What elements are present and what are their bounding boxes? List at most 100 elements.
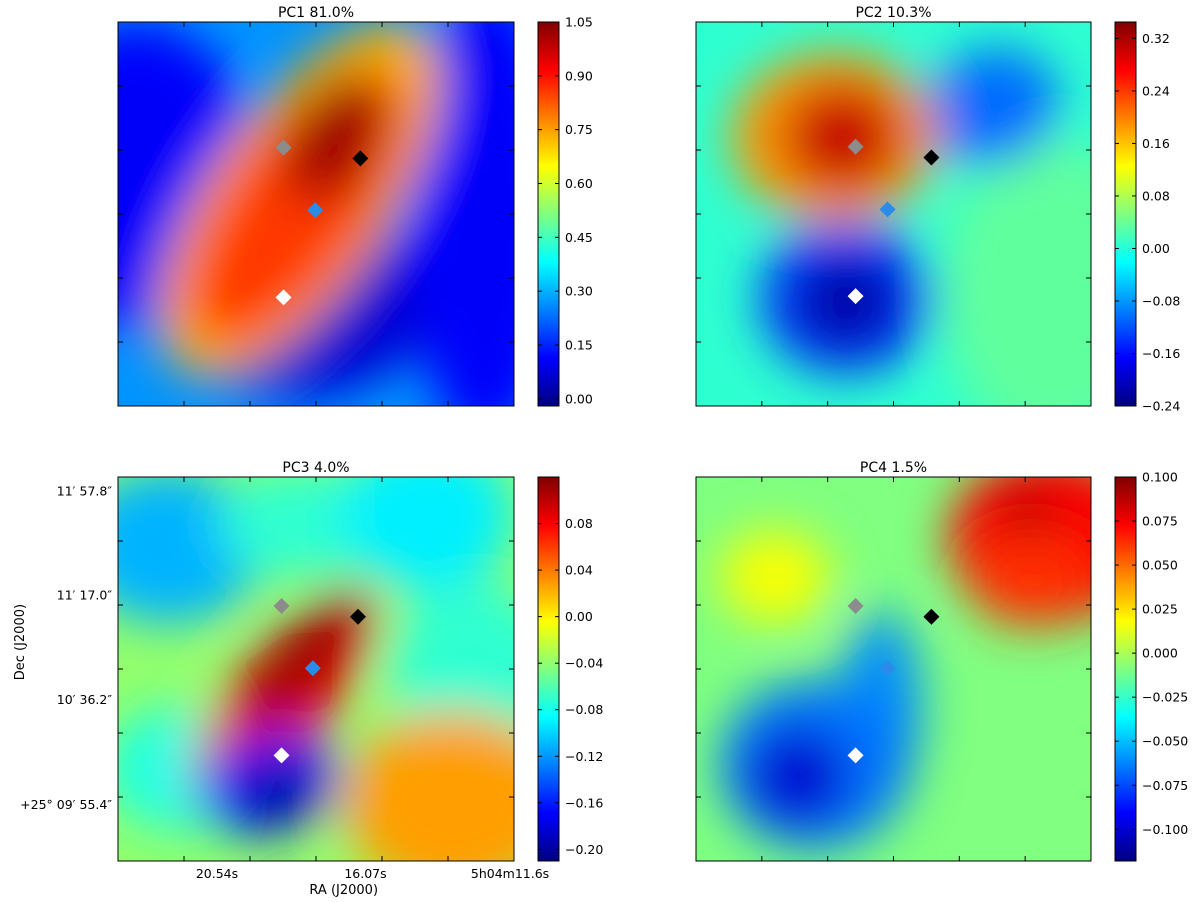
colorbar-tick-label: −0.08 (1142, 293, 1180, 308)
heatmap-blob (387, 584, 514, 754)
colorbar-tick-label: 0.100 (1142, 470, 1178, 485)
x-tick-label: 16.07s (344, 866, 386, 881)
heatmap-field (696, 477, 1091, 861)
markers (847, 138, 940, 305)
heatmap-blob (343, 711, 514, 861)
marker-blue (307, 202, 324, 219)
axis-ticks (696, 477, 1091, 861)
heatmap-blob (1004, 488, 1052, 535)
colorbar-tick-label: 0.75 (565, 122, 593, 137)
colorbar-gradient (537, 476, 560, 862)
colorbar-gradient (1114, 21, 1137, 407)
colorbar: 0.32 0.24 0.16 0.08 0.00 −0.08 −0.16 −0.24 (1114, 21, 1180, 414)
marker-white (847, 747, 864, 764)
marker-gray (847, 598, 864, 615)
colorbar: 0.08 0.04 0.00 −0.04 −0.08 −0.12 −0.16 −0.20 (537, 476, 603, 862)
heatmap-blob (926, 47, 1059, 166)
colorbar-tick-label: 0.025 (1142, 602, 1178, 617)
panel-title: PC4 1.5% (860, 460, 927, 476)
heatmap-blob (940, 137, 1091, 406)
colorbar-tick-label: 0.08 (1142, 188, 1170, 203)
heatmap-field (696, 22, 1091, 406)
marker-blue (304, 660, 321, 677)
heatmap-blob (782, 83, 902, 191)
panel-4: PC4 1.5% 0.100 0.075 0.050 0.025 0.000 −0.025 −… (695, 460, 1188, 862)
colorbar-tick-label: 0.00 (565, 391, 593, 406)
colorbar-tick-label: 0.30 (565, 284, 593, 299)
markers (847, 598, 940, 764)
colorbar: 1.05 0.90 0.75 0.60 0.45 0.30 0.15 0.00 (537, 15, 593, 407)
colorbar-tick-label: 0.050 (1142, 558, 1178, 573)
colorbar-tick-label: −0.16 (565, 795, 603, 810)
marker-gray (847, 138, 864, 155)
y-tick-label: 11′ 57.8″ (57, 483, 113, 498)
heatmap-blob (242, 586, 366, 729)
colorbar-tick-label: 0.32 (1142, 31, 1170, 46)
colorbar-tick-label: −0.04 (565, 656, 603, 671)
heatmap-field (118, 22, 514, 406)
markers (275, 139, 369, 306)
marker-black (349, 608, 366, 625)
x-axis-label: RA (J2000) (309, 883, 378, 898)
colorbar-tick-label: −0.08 (565, 702, 603, 717)
y-tick-label: 11′ 17.0″ (57, 587, 113, 602)
marker-white (273, 747, 290, 764)
heatmap-blob (284, 73, 387, 201)
colorbar-tick-label: 0.08 (565, 516, 593, 531)
heatmap-blob (339, 477, 514, 593)
heatmap-blob (407, 22, 514, 406)
x-tick-label: 5h04m11.6s (471, 866, 549, 881)
colorbar-tick-label: −0.025 (1142, 690, 1188, 705)
marker-white (847, 288, 864, 305)
marker-black (352, 150, 369, 167)
axis-ticks (118, 477, 514, 861)
colorbar-tick-label: 0.04 (565, 563, 593, 578)
colorbar-tick-label: −0.100 (1142, 822, 1188, 837)
y-axis-label: Dec (J2000) (13, 604, 28, 680)
heatmap-blob (968, 534, 1091, 627)
heatmap-blob (240, 761, 313, 823)
colorbar-tick-label: 0.075 (1142, 514, 1178, 529)
colorbar-tick-label: 0.16 (1142, 136, 1170, 151)
colorbar-gradient (537, 21, 560, 407)
axis-ticks (696, 22, 1091, 406)
marker-blue (879, 201, 896, 218)
panel-1: PC1 81.0% 1.05 0.90 0.75 0.60 0.45 0.30 0.15 0.0… (117, 5, 593, 407)
panel-title: PC3 4.0% (282, 460, 349, 476)
colorbar-tick-label: 0.60 (565, 176, 593, 191)
marker-black (923, 608, 940, 625)
marker-black (923, 149, 940, 166)
heatmap-field (118, 477, 514, 861)
colorbar-tick-label: 0.00 (565, 609, 593, 624)
colorbar-tick-label: −0.12 (565, 749, 603, 764)
panel-3: PC3 4.0% 0.08 0.04 0.00 −0.04 −0.08 −0.12 −0.16… (117, 460, 603, 862)
colorbar-tick-label: −0.20 (565, 842, 603, 857)
colorbar-tick-label: −0.16 (1142, 346, 1180, 361)
panel-title: PC1 81.0% (278, 5, 354, 21)
y-tick-label: 10′ 36.2″ (57, 692, 113, 707)
panel-title: PC2 10.3% (855, 5, 931, 21)
colorbar-tick-label: −0.075 (1142, 778, 1188, 793)
x-tick-label: 20.54s (196, 866, 238, 881)
colorbar-tick-label: 1.05 (565, 15, 593, 30)
colorbar-tick-label: −0.24 (1142, 399, 1180, 414)
marker-blue (879, 660, 896, 677)
colorbar-tick-label: 0.15 (565, 337, 593, 352)
colorbar-tick-label: 0.00 (1142, 241, 1170, 256)
colorbar-tick-label: 0.000 (1142, 646, 1178, 661)
marker-white (275, 289, 292, 306)
bottom-left-axes: 20.54s 16.07s 5h04m11.6s RA (J2000) 11′ 57.8… (13, 483, 549, 898)
marker-gray (275, 139, 292, 156)
marker-gray (273, 598, 290, 615)
colorbar-tick-label: 0.45 (565, 230, 593, 245)
heatmap-blob (747, 726, 851, 827)
heatmap-blob (794, 256, 898, 349)
colorbar: 0.100 0.075 0.050 0.025 0.000 −0.025 −0.050 −0.… (1114, 470, 1188, 862)
axis-ticks (118, 22, 514, 406)
colorbar-gradient (1114, 476, 1137, 862)
markers (273, 598, 366, 764)
y-tick-label: +25° 09′ 55.4″ (20, 797, 112, 812)
colorbar-tick-label: −0.050 (1142, 734, 1188, 749)
colorbar-tick-label: 0.24 (1142, 83, 1170, 98)
